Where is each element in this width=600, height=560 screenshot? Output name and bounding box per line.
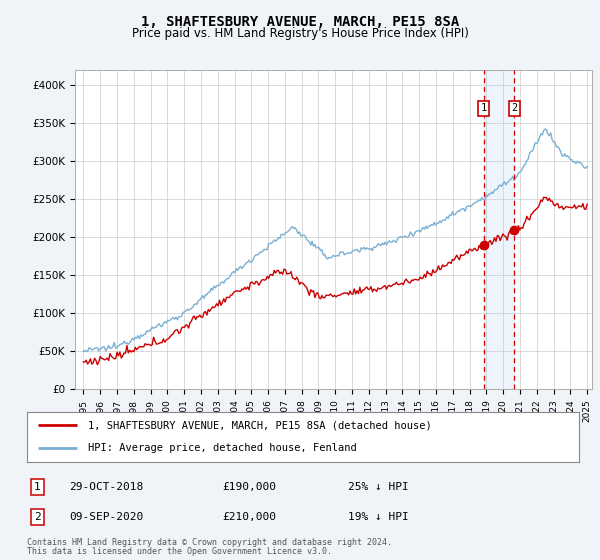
Text: 19% ↓ HPI: 19% ↓ HPI — [348, 512, 409, 522]
Text: HPI: Average price, detached house, Fenland: HPI: Average price, detached house, Fenl… — [88, 444, 356, 454]
Text: £210,000: £210,000 — [222, 512, 276, 522]
Text: 1: 1 — [34, 482, 41, 492]
Text: £190,000: £190,000 — [222, 482, 276, 492]
Text: Price paid vs. HM Land Registry's House Price Index (HPI): Price paid vs. HM Land Registry's House … — [131, 27, 469, 40]
Text: 09-SEP-2020: 09-SEP-2020 — [69, 512, 143, 522]
Text: This data is licensed under the Open Government Licence v3.0.: This data is licensed under the Open Gov… — [27, 547, 332, 556]
Text: 25% ↓ HPI: 25% ↓ HPI — [348, 482, 409, 492]
Text: 2: 2 — [511, 103, 518, 113]
Text: 1: 1 — [481, 103, 487, 113]
Text: 1, SHAFTESBURY AVENUE, MARCH, PE15 8SA: 1, SHAFTESBURY AVENUE, MARCH, PE15 8SA — [141, 15, 459, 29]
Text: Contains HM Land Registry data © Crown copyright and database right 2024.: Contains HM Land Registry data © Crown c… — [27, 538, 392, 547]
Text: 2: 2 — [34, 512, 41, 522]
Text: 29-OCT-2018: 29-OCT-2018 — [69, 482, 143, 492]
Text: 1, SHAFTESBURY AVENUE, MARCH, PE15 8SA (detached house): 1, SHAFTESBURY AVENUE, MARCH, PE15 8SA (… — [88, 420, 431, 430]
Bar — [484, 70, 514, 389]
